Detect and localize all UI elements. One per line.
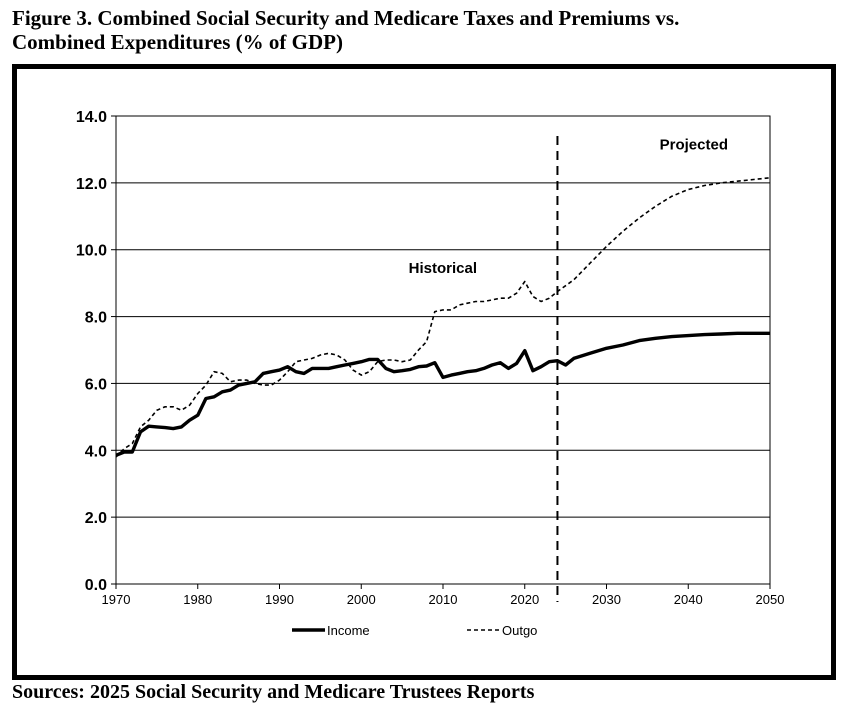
x-tick-label: 2030 bbox=[592, 592, 621, 607]
legend-label-income: Income bbox=[327, 623, 370, 638]
y-tick-label: 12.0 bbox=[76, 176, 107, 193]
series-lines bbox=[115, 177, 771, 458]
series-line-income bbox=[115, 331, 770, 457]
y-tick-label: 10.0 bbox=[76, 243, 107, 260]
y-tick-label: 14.0 bbox=[76, 109, 107, 126]
line-chart: 0.0 2.0 4.0 6.0 8.0 10.0 12.0 14.0 1970 1980 1990… bbox=[76, 109, 785, 638]
plot-area bbox=[115, 115, 771, 585]
x-tick-label: 2010 bbox=[429, 592, 458, 607]
y-tick-label: 6.0 bbox=[85, 376, 107, 393]
x-tick-label: 2040 bbox=[674, 592, 703, 607]
gridlines bbox=[116, 182, 770, 518]
x-tick-label: 1980 bbox=[183, 592, 212, 607]
y-tick-label: 4.0 bbox=[85, 443, 107, 460]
y-axis-ticks: 0.0 2.0 4.0 6.0 8.0 10.0 12.0 14.0 bbox=[76, 109, 116, 594]
x-tick-label: 2020 bbox=[510, 592, 539, 607]
legend-label-outgo: Outgo bbox=[502, 623, 537, 638]
projected-annotation: Projected bbox=[660, 136, 728, 153]
y-tick-label: 2.0 bbox=[85, 510, 107, 527]
x-tick-label: 2000 bbox=[347, 592, 376, 607]
x-tick-label: 1970 bbox=[102, 592, 131, 607]
historical-annotation: Historical bbox=[409, 260, 477, 277]
source-note: Sources: 2025 Social Security and Medica… bbox=[12, 681, 535, 703]
legend: Income Outgo bbox=[292, 623, 537, 638]
series-line-outgo bbox=[115, 177, 771, 458]
x-axis-ticks: 1970 1980 1990 2000 2010 2020 2030 2040 2050 bbox=[102, 584, 785, 607]
figure-title: Figure 3. Combined Social Security and M… bbox=[12, 6, 842, 54]
y-tick-label: 0.0 bbox=[85, 577, 107, 594]
figure-title-line-1: Figure 3. Combined Social Security and M… bbox=[12, 6, 680, 30]
y-tick-label: 8.0 bbox=[85, 310, 107, 327]
chart-frame: 0.0 2.0 4.0 6.0 8.0 10.0 12.0 14.0 1970 1980 1990… bbox=[12, 64, 836, 680]
x-tick-label: 2050 bbox=[756, 592, 785, 607]
x-tick-label: 1990 bbox=[265, 592, 294, 607]
figure-title-line-2: Combined Expenditures (% of GDP) bbox=[12, 30, 343, 54]
